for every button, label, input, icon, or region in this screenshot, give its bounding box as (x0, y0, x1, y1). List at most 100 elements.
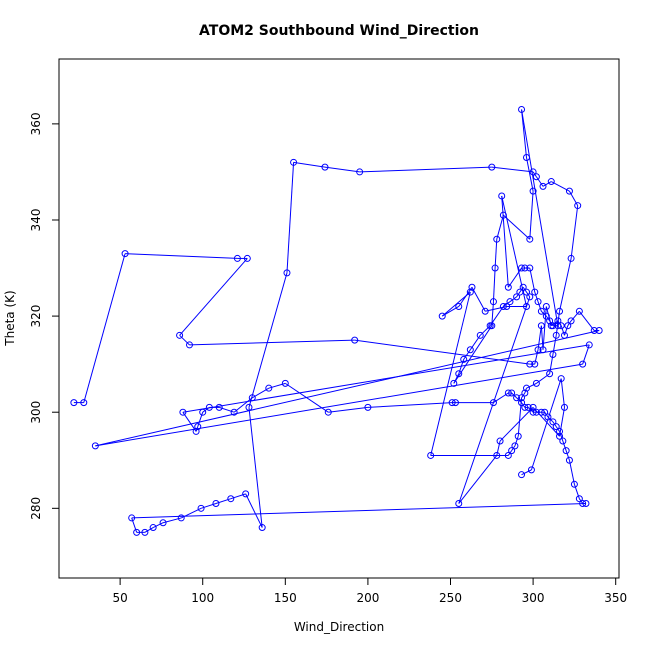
data-point (567, 317, 575, 325)
data-point (549, 351, 557, 359)
data-point (504, 451, 512, 459)
data-point (194, 423, 202, 431)
data-point (546, 370, 554, 378)
data-point (546, 317, 554, 325)
series-segment (569, 190, 579, 206)
data-point (243, 254, 251, 262)
data-point (579, 500, 587, 508)
y-tick-label-360: 360 (29, 112, 43, 135)
data-point (91, 442, 99, 450)
series-segment (530, 378, 562, 471)
series-segment (564, 325, 569, 336)
data-point (524, 403, 532, 411)
series-segment (494, 239, 498, 269)
data-point (179, 408, 187, 416)
data-point (460, 355, 468, 363)
data-point (531, 360, 539, 368)
data-point (534, 298, 542, 306)
y-tick-label-280: 280 (29, 497, 43, 520)
data-point (248, 394, 256, 402)
data-point (506, 298, 514, 306)
data-point (518, 399, 526, 407)
plot-frame (58, 58, 620, 579)
data-point (529, 403, 537, 411)
data-point (159, 519, 167, 527)
data-point (356, 168, 364, 176)
series-segment (182, 344, 590, 413)
series-segment (359, 166, 492, 173)
series-segment (499, 407, 534, 442)
series-segment (503, 214, 531, 240)
x-tick-label-350: 350 (604, 591, 627, 605)
data-point (499, 302, 507, 310)
data-point (199, 408, 207, 416)
data-point (534, 346, 542, 354)
data-point (554, 317, 562, 325)
data-point (233, 254, 241, 262)
data-point (451, 399, 459, 407)
data-point (489, 298, 497, 306)
data-point (549, 322, 557, 330)
series-segment (573, 484, 580, 499)
data-point (526, 360, 534, 368)
data-point (197, 504, 205, 512)
data-point (70, 399, 78, 407)
series-segment (507, 267, 522, 288)
data-point (177, 514, 185, 522)
series-segment (560, 325, 565, 336)
data-point (141, 528, 149, 536)
data-point (476, 331, 484, 339)
data-point (364, 403, 372, 411)
series-segment (458, 359, 465, 374)
data-point (455, 302, 463, 310)
series-segment (324, 166, 360, 173)
series-segment (202, 406, 210, 413)
data-point (80, 399, 88, 407)
data-point (557, 322, 565, 330)
series-segment (537, 301, 542, 312)
series-segment (367, 402, 453, 408)
data-point (537, 307, 545, 315)
data-point (537, 322, 545, 330)
data-point (468, 283, 476, 291)
data-point (575, 307, 583, 315)
series-segment (542, 181, 552, 187)
data-point (121, 250, 129, 258)
x-axis-label: Wind_Direction (294, 620, 384, 634)
series-segment (125, 253, 238, 259)
series-segment (463, 349, 471, 360)
data-point (565, 456, 573, 464)
series-segment (568, 460, 575, 485)
series-segment (517, 397, 523, 437)
data-point (585, 341, 593, 349)
data-point (556, 432, 564, 440)
series-segment (521, 469, 532, 476)
data-point (559, 437, 567, 445)
data-point (518, 264, 526, 272)
series-segment (526, 157, 534, 192)
y-axis: 280 300 320 340 360 (29, 112, 59, 520)
series-segment (491, 166, 534, 173)
data-point (258, 524, 266, 532)
data-point (450, 379, 458, 387)
series-segment (496, 440, 501, 456)
series-segment (195, 426, 199, 432)
series-segment (152, 522, 164, 528)
data-point (570, 480, 578, 488)
data-point (205, 403, 213, 411)
series-segment (535, 176, 544, 187)
data-point (516, 288, 524, 296)
data-point (265, 384, 273, 392)
data-point (560, 403, 568, 411)
data-point (556, 307, 564, 315)
data-point (149, 524, 157, 532)
series-segment (526, 382, 537, 389)
series-segment (197, 412, 204, 427)
series-segment (95, 363, 583, 447)
series-segment (458, 296, 531, 504)
series-segment (248, 407, 263, 528)
data-point (529, 187, 537, 195)
series-segment (471, 287, 486, 312)
data-point (489, 399, 497, 407)
